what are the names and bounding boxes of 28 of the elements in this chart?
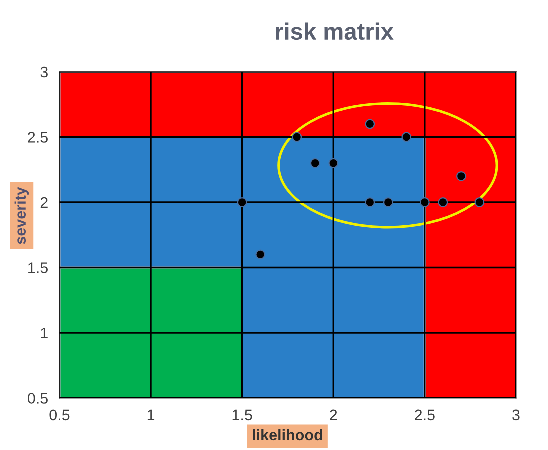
- x-tick-label: 0.5: [50, 410, 70, 421]
- point: [420, 198, 430, 208]
- x-tick-label: 2: [330, 410, 338, 420]
- point: [328, 158, 339, 168]
- point: [383, 198, 394, 208]
- point: [256, 250, 266, 260]
- x-tick-label: 1.5: [232, 410, 252, 421]
- x-tick-label: 2.5: [415, 410, 435, 421]
- y-tick-label: 3: [40, 66, 48, 78]
- y-tick-label: 2: [40, 197, 48, 208]
- point: [438, 198, 448, 208]
- chart-title: risk matrix: [276, 22, 394, 40]
- point: [456, 171, 466, 182]
- point: [402, 132, 412, 142]
- x-axis-title: likelihood: [253, 429, 322, 441]
- point: [365, 119, 376, 130]
- x-tick-label: 3: [512, 410, 520, 421]
- x-tick-label: 1: [148, 410, 155, 420]
- point: [365, 198, 376, 208]
- point: [474, 198, 485, 208]
- y-tick-label: 0.5: [28, 393, 48, 404]
- y-axis-title: severity: [14, 187, 30, 244]
- point: [310, 158, 320, 168]
- y-tick-label: 1: [41, 328, 48, 339]
- point: [237, 198, 248, 208]
- y-tick-label: 1.5: [28, 262, 48, 274]
- y-tick-label: 2.5: [28, 132, 48, 143]
- point: [292, 132, 302, 142]
